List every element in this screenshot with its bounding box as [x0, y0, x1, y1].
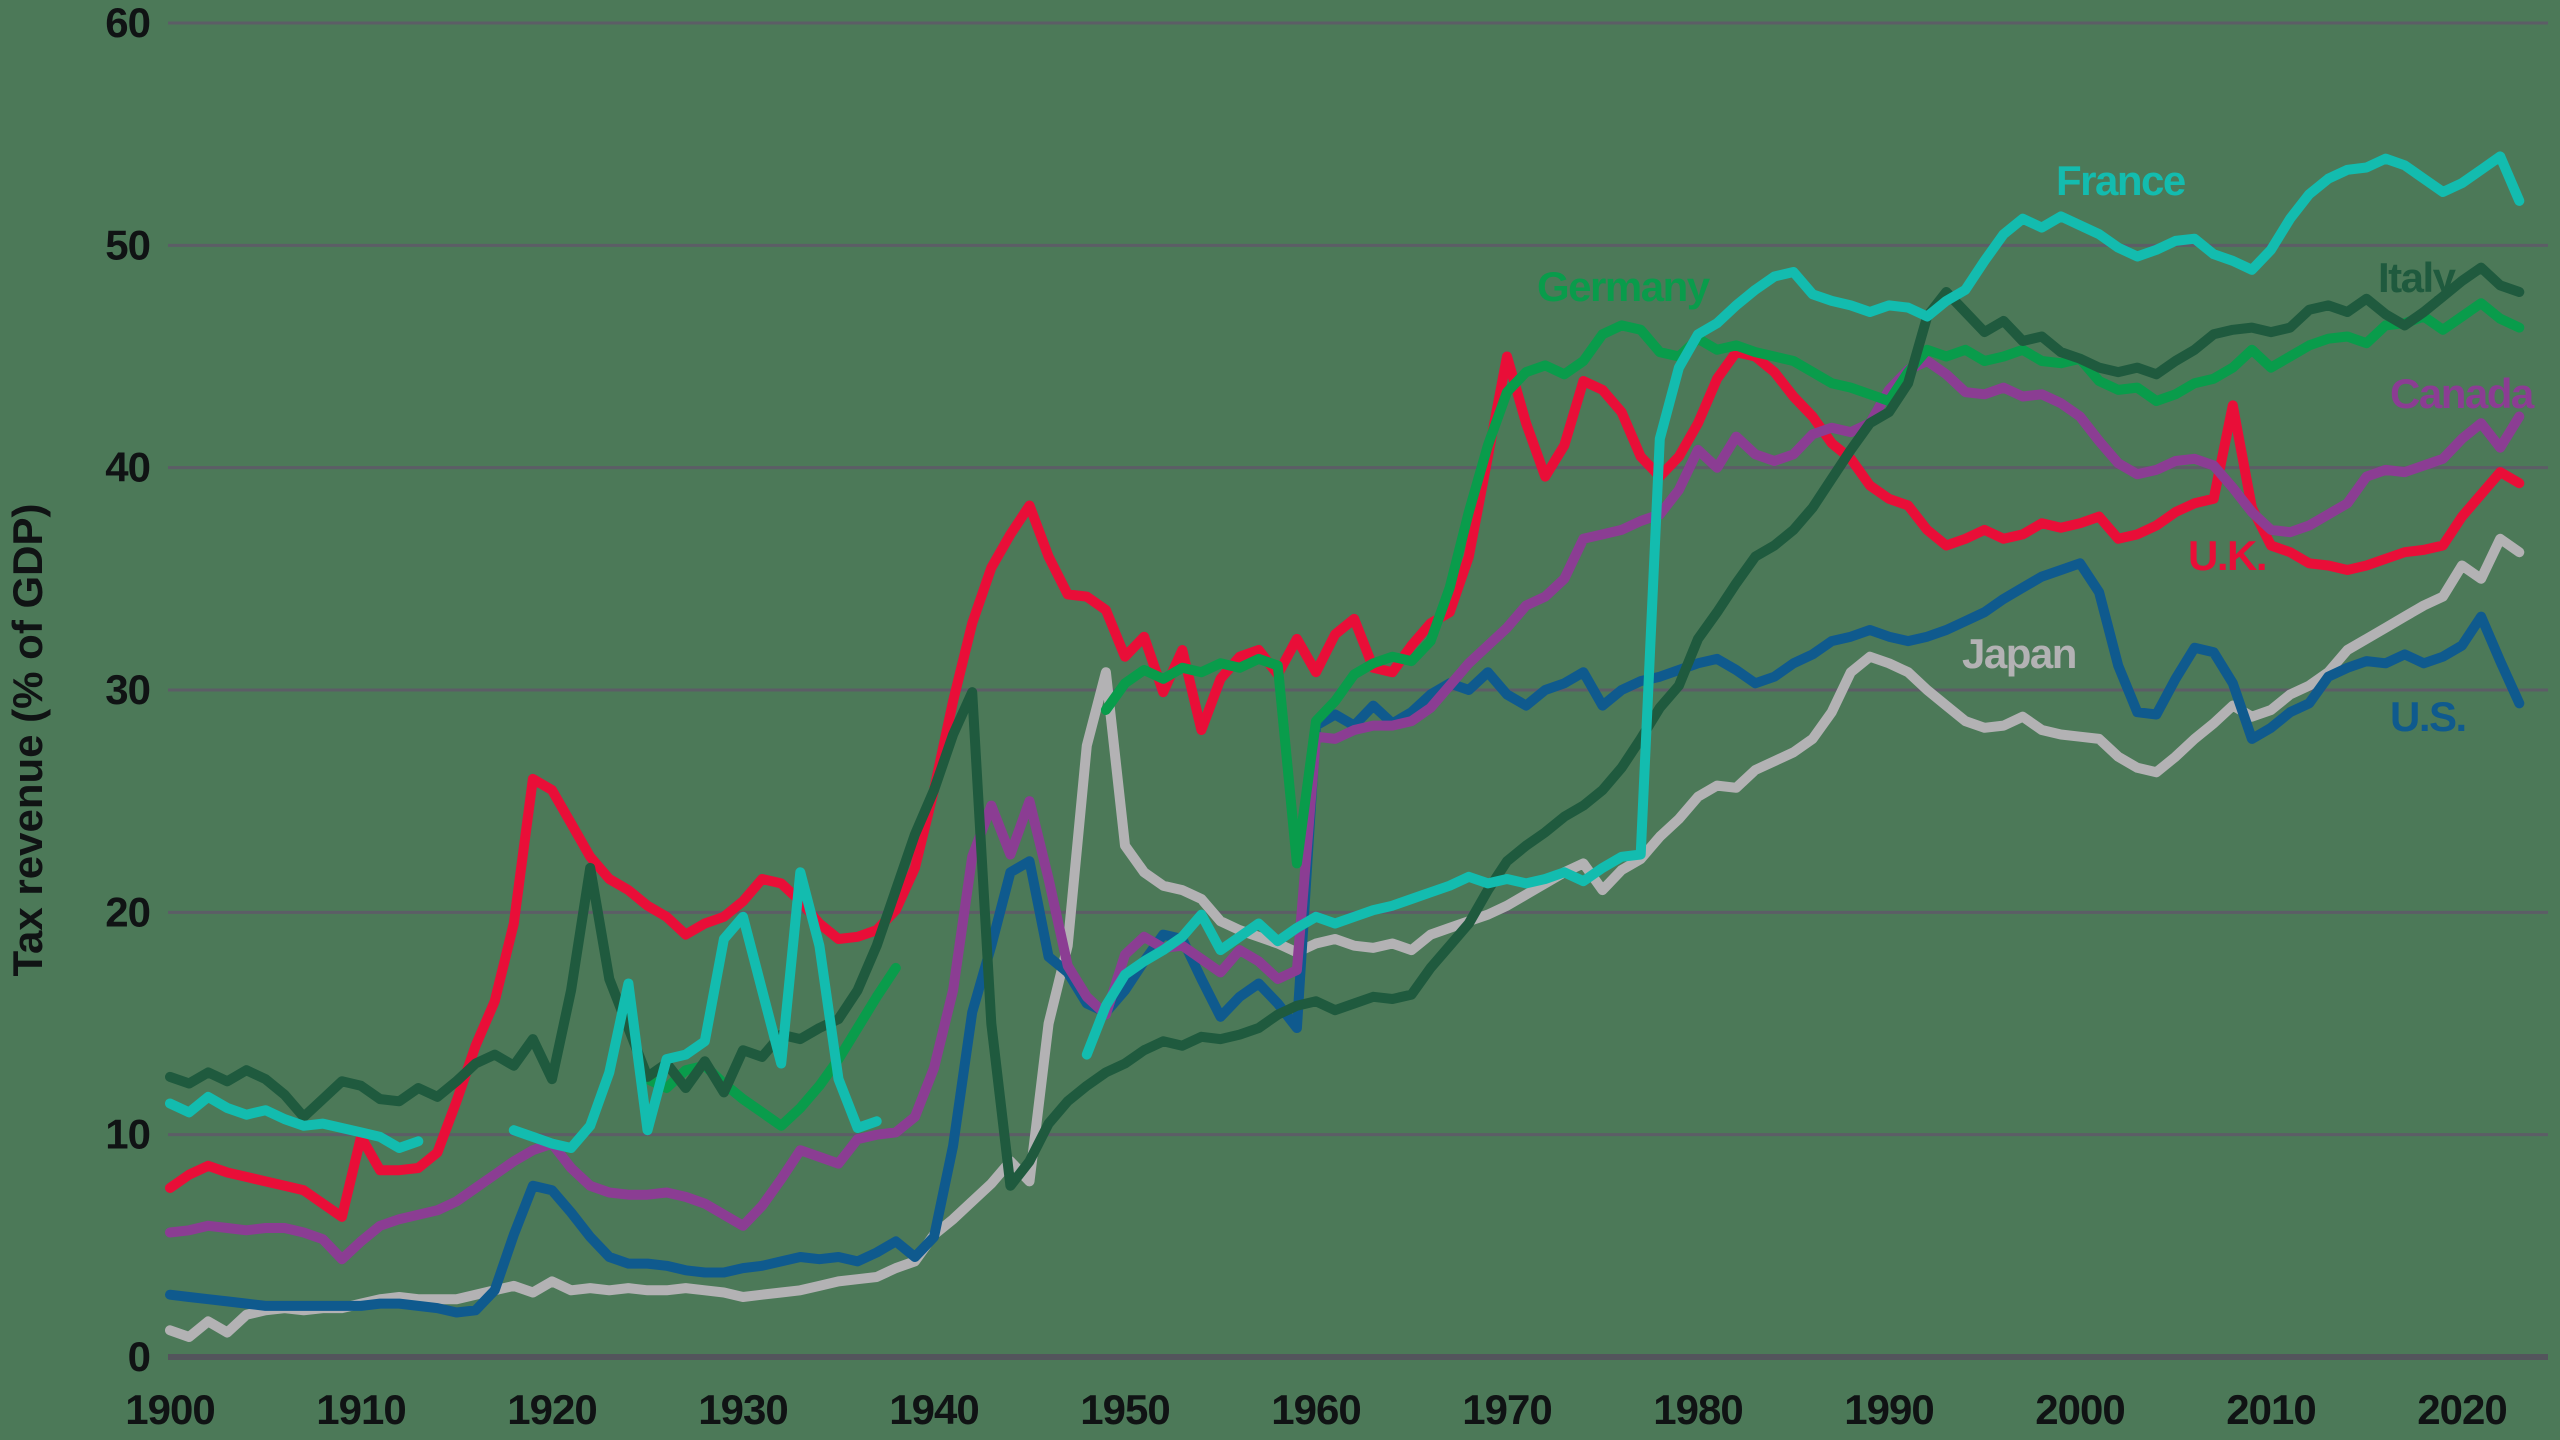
grid-layer: 0 10 20 30 40 50 60 1900 1910 1920 1930 1940 1950 196…	[105, 0, 2548, 1433]
series-label-us: U.S.	[2390, 693, 2466, 740]
series-label-france: France	[2056, 157, 2185, 204]
y-tick-label-60: 60	[105, 0, 150, 46]
y-tick-label-50: 50	[105, 221, 150, 268]
y-tick-label-30: 30	[105, 666, 150, 713]
series-label-uk: U.K.	[2188, 532, 2266, 579]
y-axis-title: Tax revenue (% of GDP)	[4, 504, 51, 977]
series-label-italy: Italy	[2378, 254, 2457, 301]
series-line-japan	[165, 533, 2525, 1342]
x-tick-label-1930: 1930	[698, 1386, 787, 1433]
y-tick-label-20: 20	[105, 888, 150, 935]
series-label-japan: Japan	[1962, 630, 2076, 677]
y-tick-label-10: 10	[105, 1111, 150, 1158]
y-tick-label-0: 0	[128, 1333, 150, 1380]
series-line-italy	[165, 262, 2525, 1191]
series-label-canada: Canada	[2390, 370, 2535, 417]
series-label-germany: Germany	[1537, 263, 1711, 310]
series-layer	[165, 151, 2525, 1342]
series-line-germany-seg2	[1100, 298, 2525, 869]
x-tick-label-1950: 1950	[1080, 1386, 1169, 1433]
x-tick-label-1960: 1960	[1271, 1386, 1360, 1433]
x-tick-label-2000: 2000	[2035, 1386, 2124, 1433]
label-layer: Japan U.S. U.K. Canada Germany Italy France	[1537, 157, 2536, 740]
x-tick-label-2020: 2020	[2417, 1386, 2506, 1433]
series-line-france-seg2	[508, 867, 882, 1153]
x-tick-label-1940: 1940	[889, 1386, 978, 1433]
x-tick-label-2010: 2010	[2226, 1386, 2315, 1433]
series-line-us	[165, 558, 2525, 1318]
x-tick-label-1990: 1990	[1844, 1386, 1933, 1433]
x-tick-label-1910: 1910	[316, 1386, 405, 1433]
x-tick-label-1920: 1920	[507, 1386, 596, 1433]
series-line-france-seg3	[1081, 151, 2525, 1060]
x-tick-label-1970: 1970	[1462, 1386, 1551, 1433]
y-tick-label-40: 40	[105, 444, 150, 491]
x-tick-label-1980: 1980	[1653, 1386, 1742, 1433]
x-tick-label-1900: 1900	[125, 1386, 214, 1433]
series-line-germany-seg1	[642, 962, 901, 1131]
series-line-canada	[165, 356, 2525, 1265]
series-line-france-seg1	[165, 1091, 424, 1153]
series-line-uk	[165, 347, 2525, 1222]
